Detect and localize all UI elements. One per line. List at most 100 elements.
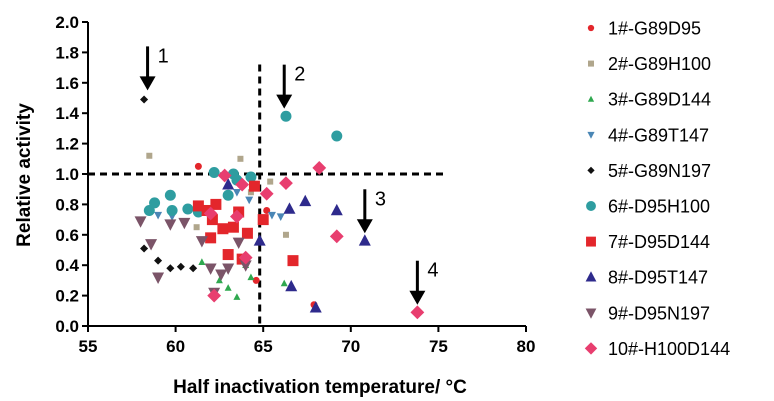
data-point <box>215 269 228 281</box>
data-point <box>206 214 218 226</box>
data-point <box>182 203 194 215</box>
data-point <box>279 176 293 191</box>
data-point <box>217 223 229 235</box>
legend-marker <box>587 166 595 175</box>
legend-marker <box>588 60 594 67</box>
legend-entry: 8#-D95T147 <box>608 268 708 288</box>
data-point <box>245 171 257 183</box>
data-point <box>166 204 178 216</box>
data-point <box>215 276 223 284</box>
data-point <box>282 231 289 238</box>
data-point <box>217 168 232 183</box>
legend-entry: 1#-G89D95 <box>608 19 701 39</box>
data-point <box>248 180 260 192</box>
legend-entry: 10#-H100D144 <box>608 339 730 359</box>
data-points <box>134 95 425 320</box>
data-point <box>276 213 285 221</box>
legend-marker <box>587 95 595 102</box>
data-point <box>235 177 250 192</box>
data-point <box>237 155 244 162</box>
legend: 1#-G89D95 2#-G89H100 3#-G89D144 4#-G89T147 5… <box>584 19 730 359</box>
data-point <box>259 186 274 201</box>
legend-marker <box>587 24 595 32</box>
data-point <box>194 162 202 170</box>
data-point <box>312 161 327 175</box>
legend-marker <box>585 308 597 319</box>
y-tick-label: 0.0 <box>55 317 79 336</box>
x-tick-label: 65 <box>254 337 273 356</box>
data-point <box>280 110 292 122</box>
y-tick-label: 2.0 <box>55 13 79 32</box>
data-point <box>146 152 153 159</box>
data-point <box>252 276 260 284</box>
data-point <box>330 203 343 216</box>
annotation-label: 2 <box>294 64 305 86</box>
legend-entry: 4#-G89T147 <box>608 125 709 145</box>
legend-entry: 9#-D95N197 <box>608 303 710 323</box>
annotation-arrow-head <box>276 94 293 109</box>
legend-marker <box>586 236 596 247</box>
data-point <box>238 250 253 265</box>
data-point <box>245 196 254 205</box>
data-point <box>154 211 163 220</box>
data-point <box>152 272 165 284</box>
data-point <box>134 216 147 228</box>
x-tick-label: 55 <box>79 337 98 356</box>
annotation-label: 1 <box>158 45 169 67</box>
data-point <box>331 130 343 142</box>
data-point <box>204 263 217 275</box>
data-point <box>410 305 425 320</box>
legend-marker <box>587 131 595 139</box>
data-point <box>287 255 299 267</box>
data-point <box>166 264 175 273</box>
data-point <box>203 206 218 221</box>
annotation-arrow-head <box>139 76 156 91</box>
data-point <box>247 189 254 196</box>
data-point <box>247 273 255 281</box>
data-point <box>210 198 222 210</box>
data-point <box>193 224 200 231</box>
data-point <box>309 301 322 313</box>
data-point <box>222 249 234 261</box>
data-point <box>253 234 266 246</box>
y-tick-label: 0.4 <box>55 256 79 275</box>
legend-entry: 3#-G89D144 <box>608 90 711 110</box>
y-tick-label: 1.0 <box>55 165 79 184</box>
y-axis-label: Relative activity <box>14 103 35 247</box>
data-point <box>227 221 239 233</box>
data-point <box>241 227 253 239</box>
x-tick-label: 60 <box>166 337 185 356</box>
data-point <box>222 178 235 190</box>
data-point <box>232 189 241 197</box>
annotations: 1 2 3 4 <box>139 45 439 305</box>
data-point <box>329 229 344 244</box>
data-point <box>232 237 245 249</box>
data-point <box>207 288 222 303</box>
data-point <box>224 284 232 291</box>
x-axis-label: Half inactivation temperature/ °C <box>173 377 467 398</box>
legend-entry: 2#-G89H100 <box>608 54 711 74</box>
data-point <box>145 239 158 251</box>
data-point <box>149 197 161 209</box>
legend-marker <box>584 342 598 355</box>
data-point <box>267 211 276 220</box>
x-tick-label: 70 <box>341 337 360 356</box>
data-point <box>208 166 220 178</box>
axes: 55 60 65 70 75 80 0.0 0.2 0.4 0.6 0.8 1.0 1.2 1.4 1.6 1… <box>55 13 535 356</box>
y-tick-label: 0.2 <box>55 287 79 306</box>
data-point <box>257 214 269 226</box>
legend-entry: 5#-G89N197 <box>608 161 711 181</box>
data-point <box>154 256 163 265</box>
data-point <box>280 279 288 287</box>
data-point <box>239 260 252 272</box>
data-point <box>358 234 371 246</box>
data-point <box>164 219 177 231</box>
data-point <box>195 236 208 248</box>
x-tick-label: 75 <box>429 337 448 356</box>
data-point <box>233 293 241 300</box>
data-point <box>267 178 274 185</box>
data-point <box>222 189 234 201</box>
y-tick-label: 0.8 <box>55 195 79 214</box>
legend-marker <box>585 271 597 282</box>
